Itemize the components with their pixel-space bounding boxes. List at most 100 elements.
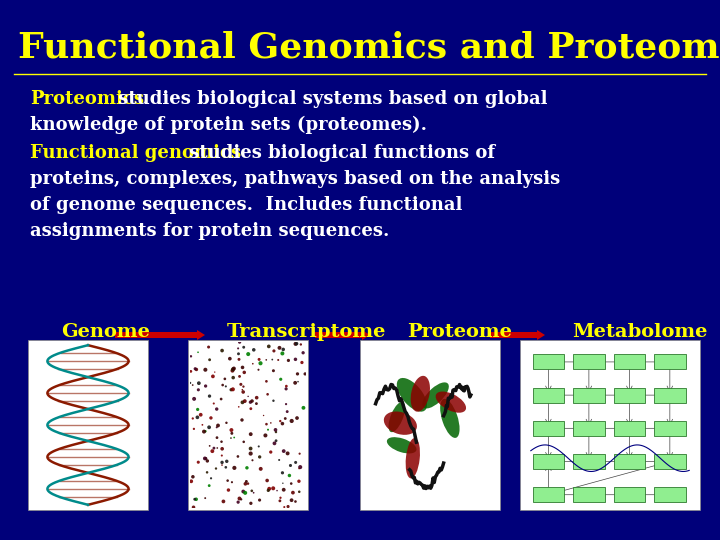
Point: [216, 451, 228, 460]
Point: [279, 503, 290, 511]
Point: [265, 418, 276, 427]
Bar: [188, 340, 308, 510]
Polygon shape: [197, 330, 205, 340]
Ellipse shape: [422, 382, 449, 408]
Point: [297, 403, 309, 412]
Point: [195, 410, 207, 419]
Point: [269, 439, 280, 448]
Point: [282, 449, 293, 458]
Point: [208, 444, 220, 453]
Point: [274, 496, 286, 505]
Bar: [533, 388, 564, 403]
Text: Proteome: Proteome: [407, 323, 512, 341]
Bar: [360, 340, 500, 510]
Point: [282, 502, 294, 511]
Bar: [613, 454, 645, 469]
Bar: [533, 487, 564, 502]
Text: proteins, complexes, pathways based on the analysis: proteins, complexes, pathways based on t…: [30, 170, 560, 188]
Point: [226, 478, 238, 487]
Point: [251, 399, 262, 408]
Bar: [654, 454, 685, 469]
Point: [268, 347, 279, 355]
Point: [297, 348, 309, 357]
Point: [210, 464, 222, 473]
Text: Functional genomics: Functional genomics: [30, 144, 241, 162]
Point: [289, 340, 301, 348]
Point: [289, 497, 301, 506]
Point: [245, 449, 256, 458]
Point: [260, 431, 271, 440]
Point: [278, 485, 289, 494]
Point: [199, 427, 211, 436]
Text: Proteomics: Proteomics: [30, 90, 144, 108]
Point: [199, 494, 211, 502]
Point: [234, 372, 246, 381]
Point: [275, 375, 287, 383]
Point: [247, 360, 258, 368]
Point: [233, 355, 245, 363]
Point: [292, 369, 303, 378]
Bar: [573, 354, 605, 369]
Point: [261, 377, 272, 386]
Polygon shape: [362, 330, 370, 340]
Point: [265, 448, 276, 456]
Text: of genome sequences.  Includes functional: of genome sequences. Includes functional: [30, 196, 462, 214]
Point: [219, 375, 230, 383]
Point: [292, 414, 303, 422]
Point: [205, 474, 217, 483]
Point: [268, 367, 279, 375]
Point: [238, 388, 249, 396]
Point: [293, 477, 305, 485]
Bar: [573, 487, 605, 502]
Point: [190, 495, 202, 504]
Point: [228, 373, 239, 382]
Ellipse shape: [440, 399, 459, 438]
Point: [215, 395, 227, 403]
Bar: [573, 454, 605, 469]
Bar: [613, 487, 645, 502]
Point: [292, 377, 304, 386]
Text: Metabolome: Metabolome: [572, 323, 707, 341]
Point: [193, 379, 204, 388]
Bar: [28, 340, 148, 510]
Point: [211, 433, 222, 442]
Point: [277, 345, 289, 354]
Point: [224, 354, 235, 363]
Point: [261, 420, 272, 428]
Point: [241, 463, 253, 472]
Point: [232, 452, 243, 461]
Point: [275, 494, 287, 502]
Point: [291, 339, 302, 348]
Bar: [654, 354, 685, 369]
Point: [286, 496, 297, 504]
Point: [238, 368, 250, 377]
Point: [264, 484, 275, 493]
Point: [187, 381, 199, 389]
Point: [263, 342, 274, 350]
Point: [237, 386, 248, 394]
Point: [248, 346, 259, 354]
Point: [237, 363, 248, 372]
Text: assignments for protein sequences.: assignments for protein sequences.: [30, 222, 390, 240]
Point: [289, 355, 301, 363]
Point: [290, 458, 302, 467]
Point: [274, 343, 285, 352]
Point: [225, 426, 237, 434]
Point: [220, 418, 232, 427]
Point: [199, 454, 211, 463]
Point: [191, 365, 202, 374]
Point: [245, 404, 256, 413]
Point: [261, 476, 273, 485]
Point: [192, 413, 203, 422]
Point: [276, 349, 288, 358]
Point: [258, 411, 269, 420]
Point: [198, 427, 210, 436]
Point: [188, 503, 199, 511]
Bar: [654, 388, 685, 403]
Point: [278, 447, 289, 455]
Point: [234, 338, 246, 347]
Point: [211, 423, 222, 431]
Point: [284, 471, 295, 480]
Point: [270, 436, 282, 445]
Point: [197, 421, 208, 429]
